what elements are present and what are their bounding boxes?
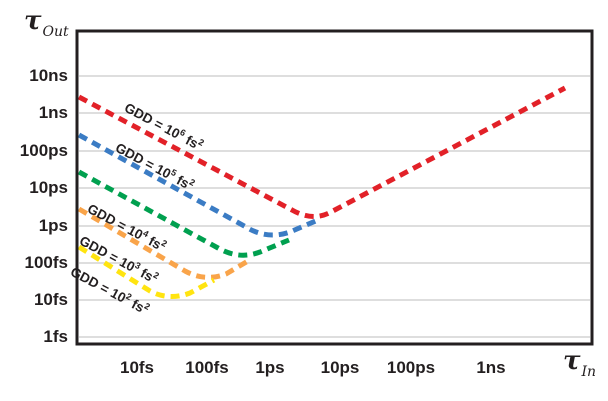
tau-in-subscript: In (581, 364, 597, 380)
curve-gdd-1e3 (77, 206, 250, 280)
y-tick-1ps: 1ps (38, 216, 68, 235)
x-tick-1ps: 1ps (255, 358, 285, 377)
x-tick-1ns: 1ns (476, 358, 506, 377)
x-tick-100fs: 100fs (185, 358, 229, 377)
curves (77, 85, 567, 299)
y-axis-title: τOut (24, 6, 69, 40)
curve-gdd-1e6 (77, 85, 567, 219)
x-axis-title: τIn (563, 346, 596, 380)
tau-in-symbol: τ (563, 346, 581, 376)
y-tick-100fs: 100fs (24, 253, 68, 272)
x-tick-10fs: 10fs (119, 358, 155, 377)
y-tick-1ns: 1ns (38, 103, 68, 122)
y-tick-100ps: 100ps (19, 141, 68, 160)
x-tick-10ps: 10ps (320, 358, 360, 377)
y-tick-10ns: 10ns (29, 66, 68, 85)
y-tick-1fs: 1fs (43, 327, 68, 346)
tau-out-subscript: Out (42, 24, 69, 40)
curve-gdd-1e4 (77, 169, 290, 258)
curve-gdd-1e5 (77, 132, 319, 238)
gridlines (79, 75, 590, 338)
x-tick-100ps: 100ps (386, 358, 436, 377)
curve-gdd-1e2 (77, 244, 216, 299)
y-tick-10ps: 10ps (29, 178, 68, 197)
y-tick-10fs: 10fs (33, 290, 68, 309)
plot-border (75, 29, 594, 346)
tau-out-symbol: τ (24, 6, 42, 36)
